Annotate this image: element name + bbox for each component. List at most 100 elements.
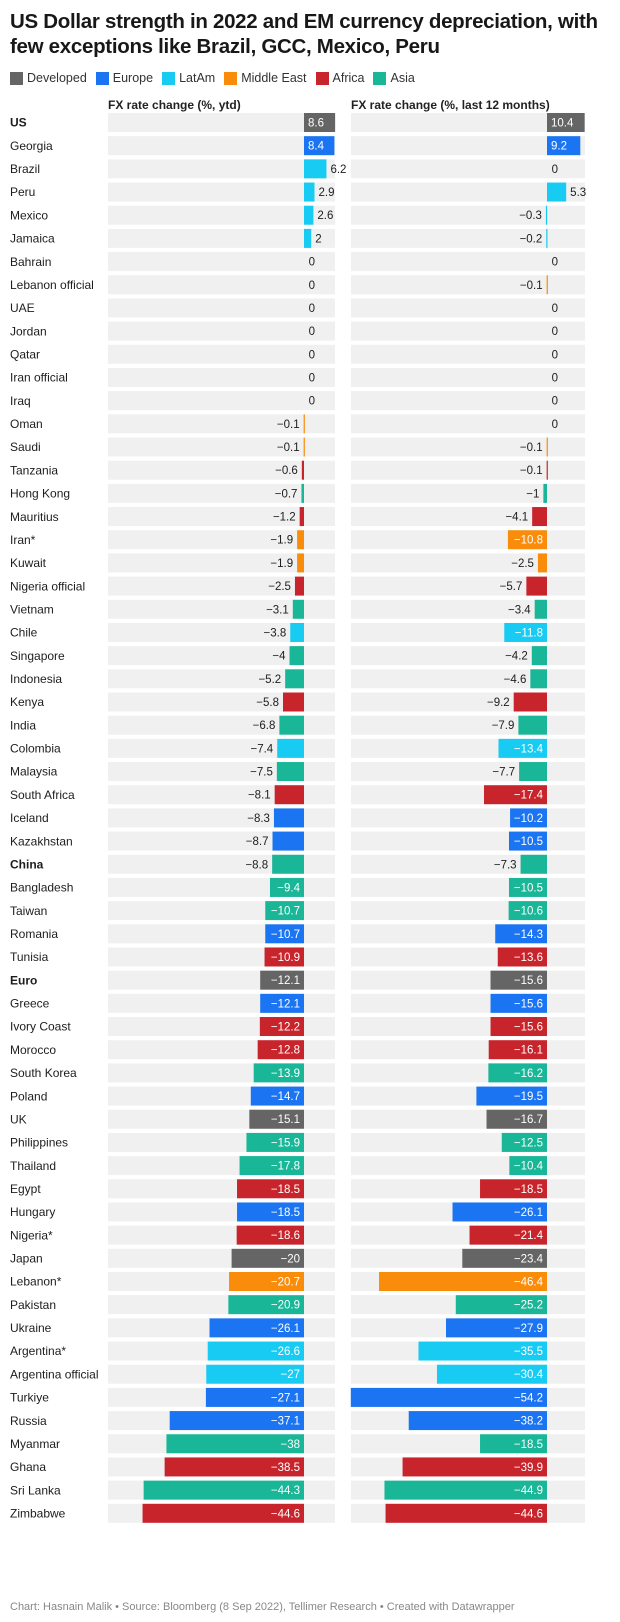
- bar: [279, 715, 304, 735]
- value-label: −0.7: [275, 488, 298, 500]
- value-label: −0.1: [520, 465, 543, 477]
- value-label: 0: [552, 396, 558, 408]
- bar: [265, 924, 304, 944]
- bar: [290, 622, 304, 642]
- row-background: [108, 553, 335, 573]
- value-label: −16.2: [514, 1068, 543, 1080]
- bar: [504, 622, 547, 642]
- row-label: Philippines: [10, 1136, 68, 1150]
- value-label: 0: [552, 349, 558, 361]
- row-background: [351, 483, 585, 503]
- value-label: 10.4: [551, 118, 574, 130]
- bar: [518, 715, 547, 735]
- value-label: 0: [552, 164, 558, 176]
- row-label: Jamaica: [10, 232, 55, 246]
- row-background: [351, 437, 585, 457]
- bar: [547, 113, 585, 132]
- row-label: Kuwait: [10, 556, 47, 570]
- value-label: −27.1: [271, 1392, 300, 1404]
- bar: [462, 1248, 547, 1268]
- bar: [250, 1086, 304, 1106]
- row-background: [108, 205, 335, 225]
- row-background: [351, 252, 585, 272]
- value-label: 0: [552, 257, 558, 269]
- row-background: [351, 715, 585, 735]
- row-label: Vietnam: [10, 602, 54, 616]
- bar: [513, 692, 547, 712]
- value-label: −10.7: [271, 929, 300, 941]
- row-background: [351, 947, 585, 967]
- row-label: Peru: [10, 185, 35, 199]
- row-background: [351, 1109, 585, 1129]
- row-background: [351, 808, 585, 828]
- source-note: Chart: Hasnain Malik • Source: Bloomberg…: [10, 1601, 515, 1613]
- value-label: 0: [309, 280, 315, 292]
- row-background: [108, 228, 335, 248]
- bar: [283, 692, 304, 712]
- value-label: −23.4: [514, 1253, 544, 1265]
- value-label: −3.4: [508, 604, 531, 616]
- bar: [239, 1156, 304, 1176]
- row-background: [351, 553, 585, 573]
- row-background: [351, 831, 585, 851]
- value-label: −1.2: [273, 512, 296, 524]
- row-background: [351, 1179, 585, 1199]
- bar: [436, 1364, 547, 1384]
- bar: [285, 669, 304, 689]
- bar: [207, 1341, 304, 1361]
- value-label: −44.6: [514, 1508, 543, 1520]
- legend-label: LatAm: [179, 71, 216, 85]
- row-background: [108, 576, 335, 596]
- value-label: −44.9: [514, 1485, 543, 1497]
- legend-label: Asia: [390, 71, 415, 85]
- value-label: −26.1: [514, 1207, 543, 1219]
- row-background: [108, 669, 335, 689]
- bar: [484, 785, 547, 805]
- row-label: Thailand: [10, 1159, 56, 1173]
- bar: [301, 483, 304, 503]
- legend-label: Europe: [112, 71, 154, 85]
- row-background: [351, 692, 585, 712]
- row-background: [108, 159, 335, 179]
- bar: [547, 136, 581, 156]
- value-label: −3.1: [266, 604, 289, 616]
- value-label: −16.7: [514, 1114, 543, 1126]
- row-background: [351, 136, 585, 156]
- bar: [164, 1457, 304, 1477]
- bar: [532, 507, 547, 527]
- row-label: Malaysia: [10, 765, 58, 779]
- row-label: Turkiye: [10, 1391, 49, 1405]
- value-label: 0: [309, 396, 315, 408]
- bar: [508, 877, 547, 897]
- value-label: −10.6: [514, 906, 543, 918]
- value-label: −1.9: [270, 535, 293, 547]
- value-label: 0: [552, 372, 558, 384]
- legend-item-asia: Asia: [373, 71, 415, 85]
- value-label: 0: [309, 257, 315, 269]
- row-background: [108, 715, 335, 735]
- row-background: [351, 507, 585, 527]
- legend-item-europe: Europe: [95, 71, 154, 85]
- value-label: −10.9: [271, 952, 300, 964]
- row-background: [351, 1225, 585, 1245]
- row-background: [108, 252, 335, 272]
- value-label: −5.8: [256, 697, 279, 709]
- bar: [260, 993, 304, 1013]
- value-label: −54.2: [514, 1392, 543, 1404]
- row-background: [351, 228, 585, 248]
- bar: [236, 1225, 304, 1245]
- chart-title: US Dollar strength in 2022 and EM curren…: [10, 10, 598, 58]
- bar: [229, 1272, 304, 1291]
- value-label: −18.5: [514, 1184, 543, 1196]
- row-label: Georgia: [10, 139, 53, 153]
- bar: [274, 785, 304, 805]
- row-background: [351, 1086, 585, 1106]
- bar: [385, 1503, 547, 1523]
- value-label: −7.7: [492, 767, 515, 779]
- legend-swatch: [373, 71, 387, 85]
- row-background: [351, 1156, 585, 1176]
- bar: [526, 576, 547, 596]
- value-label: −18.5: [271, 1207, 300, 1219]
- bar: [142, 1503, 304, 1523]
- value-label: 0: [309, 372, 315, 384]
